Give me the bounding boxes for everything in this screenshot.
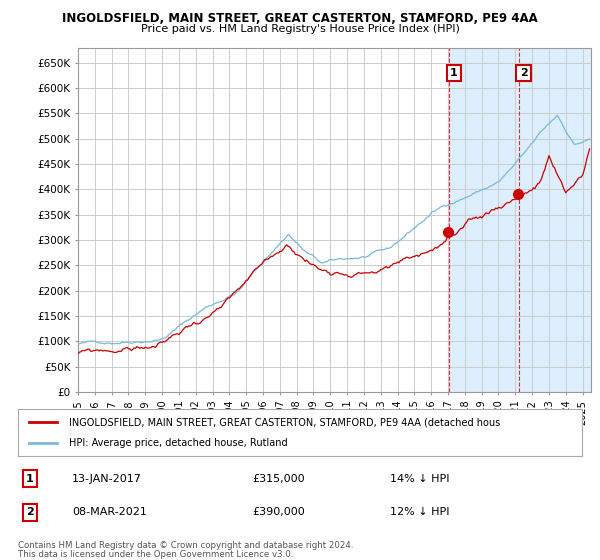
Text: INGOLDSFIELD, MAIN STREET, GREAT CASTERTON, STAMFORD, PE9 4AA (detached hous: INGOLDSFIELD, MAIN STREET, GREAT CASTERT…	[69, 417, 500, 427]
Text: Price paid vs. HM Land Registry's House Price Index (HPI): Price paid vs. HM Land Registry's House …	[140, 24, 460, 34]
Text: 1: 1	[26, 474, 34, 484]
Text: 2: 2	[26, 507, 34, 517]
Text: This data is licensed under the Open Government Licence v3.0.: This data is licensed under the Open Gov…	[18, 550, 293, 559]
Text: 08-MAR-2021: 08-MAR-2021	[72, 507, 147, 517]
Text: 14% ↓ HPI: 14% ↓ HPI	[390, 474, 449, 484]
Text: INGOLDSFIELD, MAIN STREET, GREAT CASTERTON, STAMFORD, PE9 4AA: INGOLDSFIELD, MAIN STREET, GREAT CASTERT…	[62, 12, 538, 25]
Text: 1: 1	[450, 68, 458, 78]
Text: 2: 2	[520, 68, 527, 78]
Text: HPI: Average price, detached house, Rutland: HPI: Average price, detached house, Rutl…	[69, 438, 287, 448]
Text: 12% ↓ HPI: 12% ↓ HPI	[390, 507, 449, 517]
Text: 13-JAN-2017: 13-JAN-2017	[72, 474, 142, 484]
Text: £315,000: £315,000	[252, 474, 305, 484]
Text: Contains HM Land Registry data © Crown copyright and database right 2024.: Contains HM Land Registry data © Crown c…	[18, 541, 353, 550]
Text: £390,000: £390,000	[252, 507, 305, 517]
Bar	[448, 48, 591, 392]
